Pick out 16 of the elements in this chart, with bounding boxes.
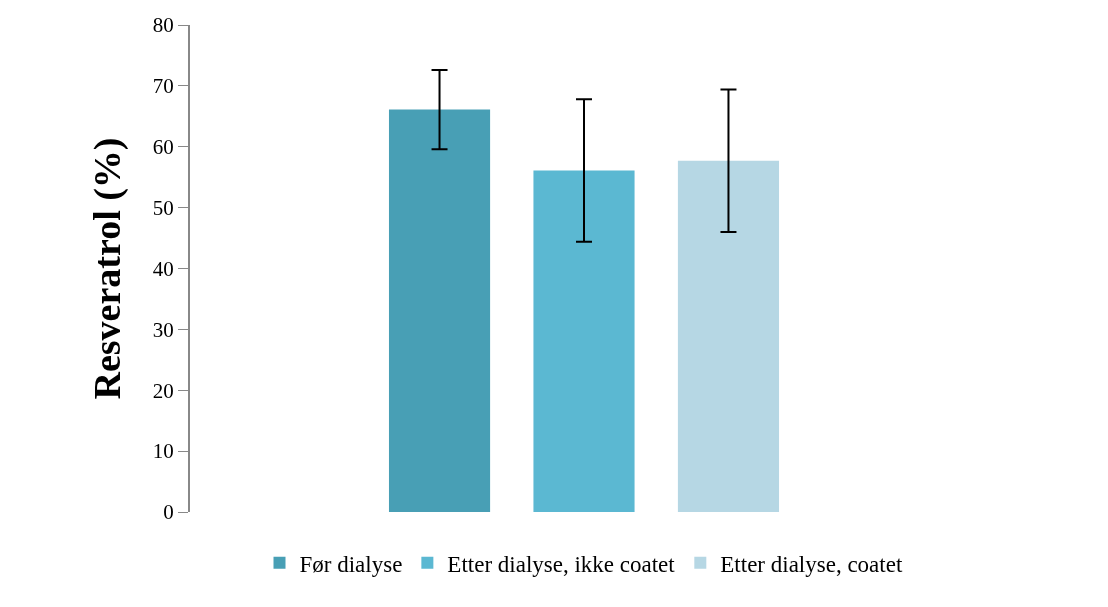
y-tick-label: 50 <box>152 195 174 220</box>
bar <box>533 170 635 512</box>
y-tick-label: 10 <box>152 439 174 464</box>
y-tick-label: 60 <box>152 135 174 160</box>
bar <box>388 109 491 512</box>
y-tick-label: 40 <box>152 256 174 281</box>
y-tick-label: 0 <box>163 500 174 525</box>
legend-label: Før dialyse <box>299 551 403 577</box>
y-axis-title: Resveratrol (%) <box>86 137 130 400</box>
y-tick-label: 70 <box>152 74 174 99</box>
legend-label: Etter dialyse, ikke coatet <box>447 551 676 577</box>
y-tick-label: 20 <box>152 378 174 403</box>
y-tick-label: 80 <box>152 13 174 38</box>
bar <box>677 160 780 512</box>
y-tick-label: 30 <box>152 317 174 342</box>
legend-label: Etter dialyse, coatet <box>720 551 903 577</box>
